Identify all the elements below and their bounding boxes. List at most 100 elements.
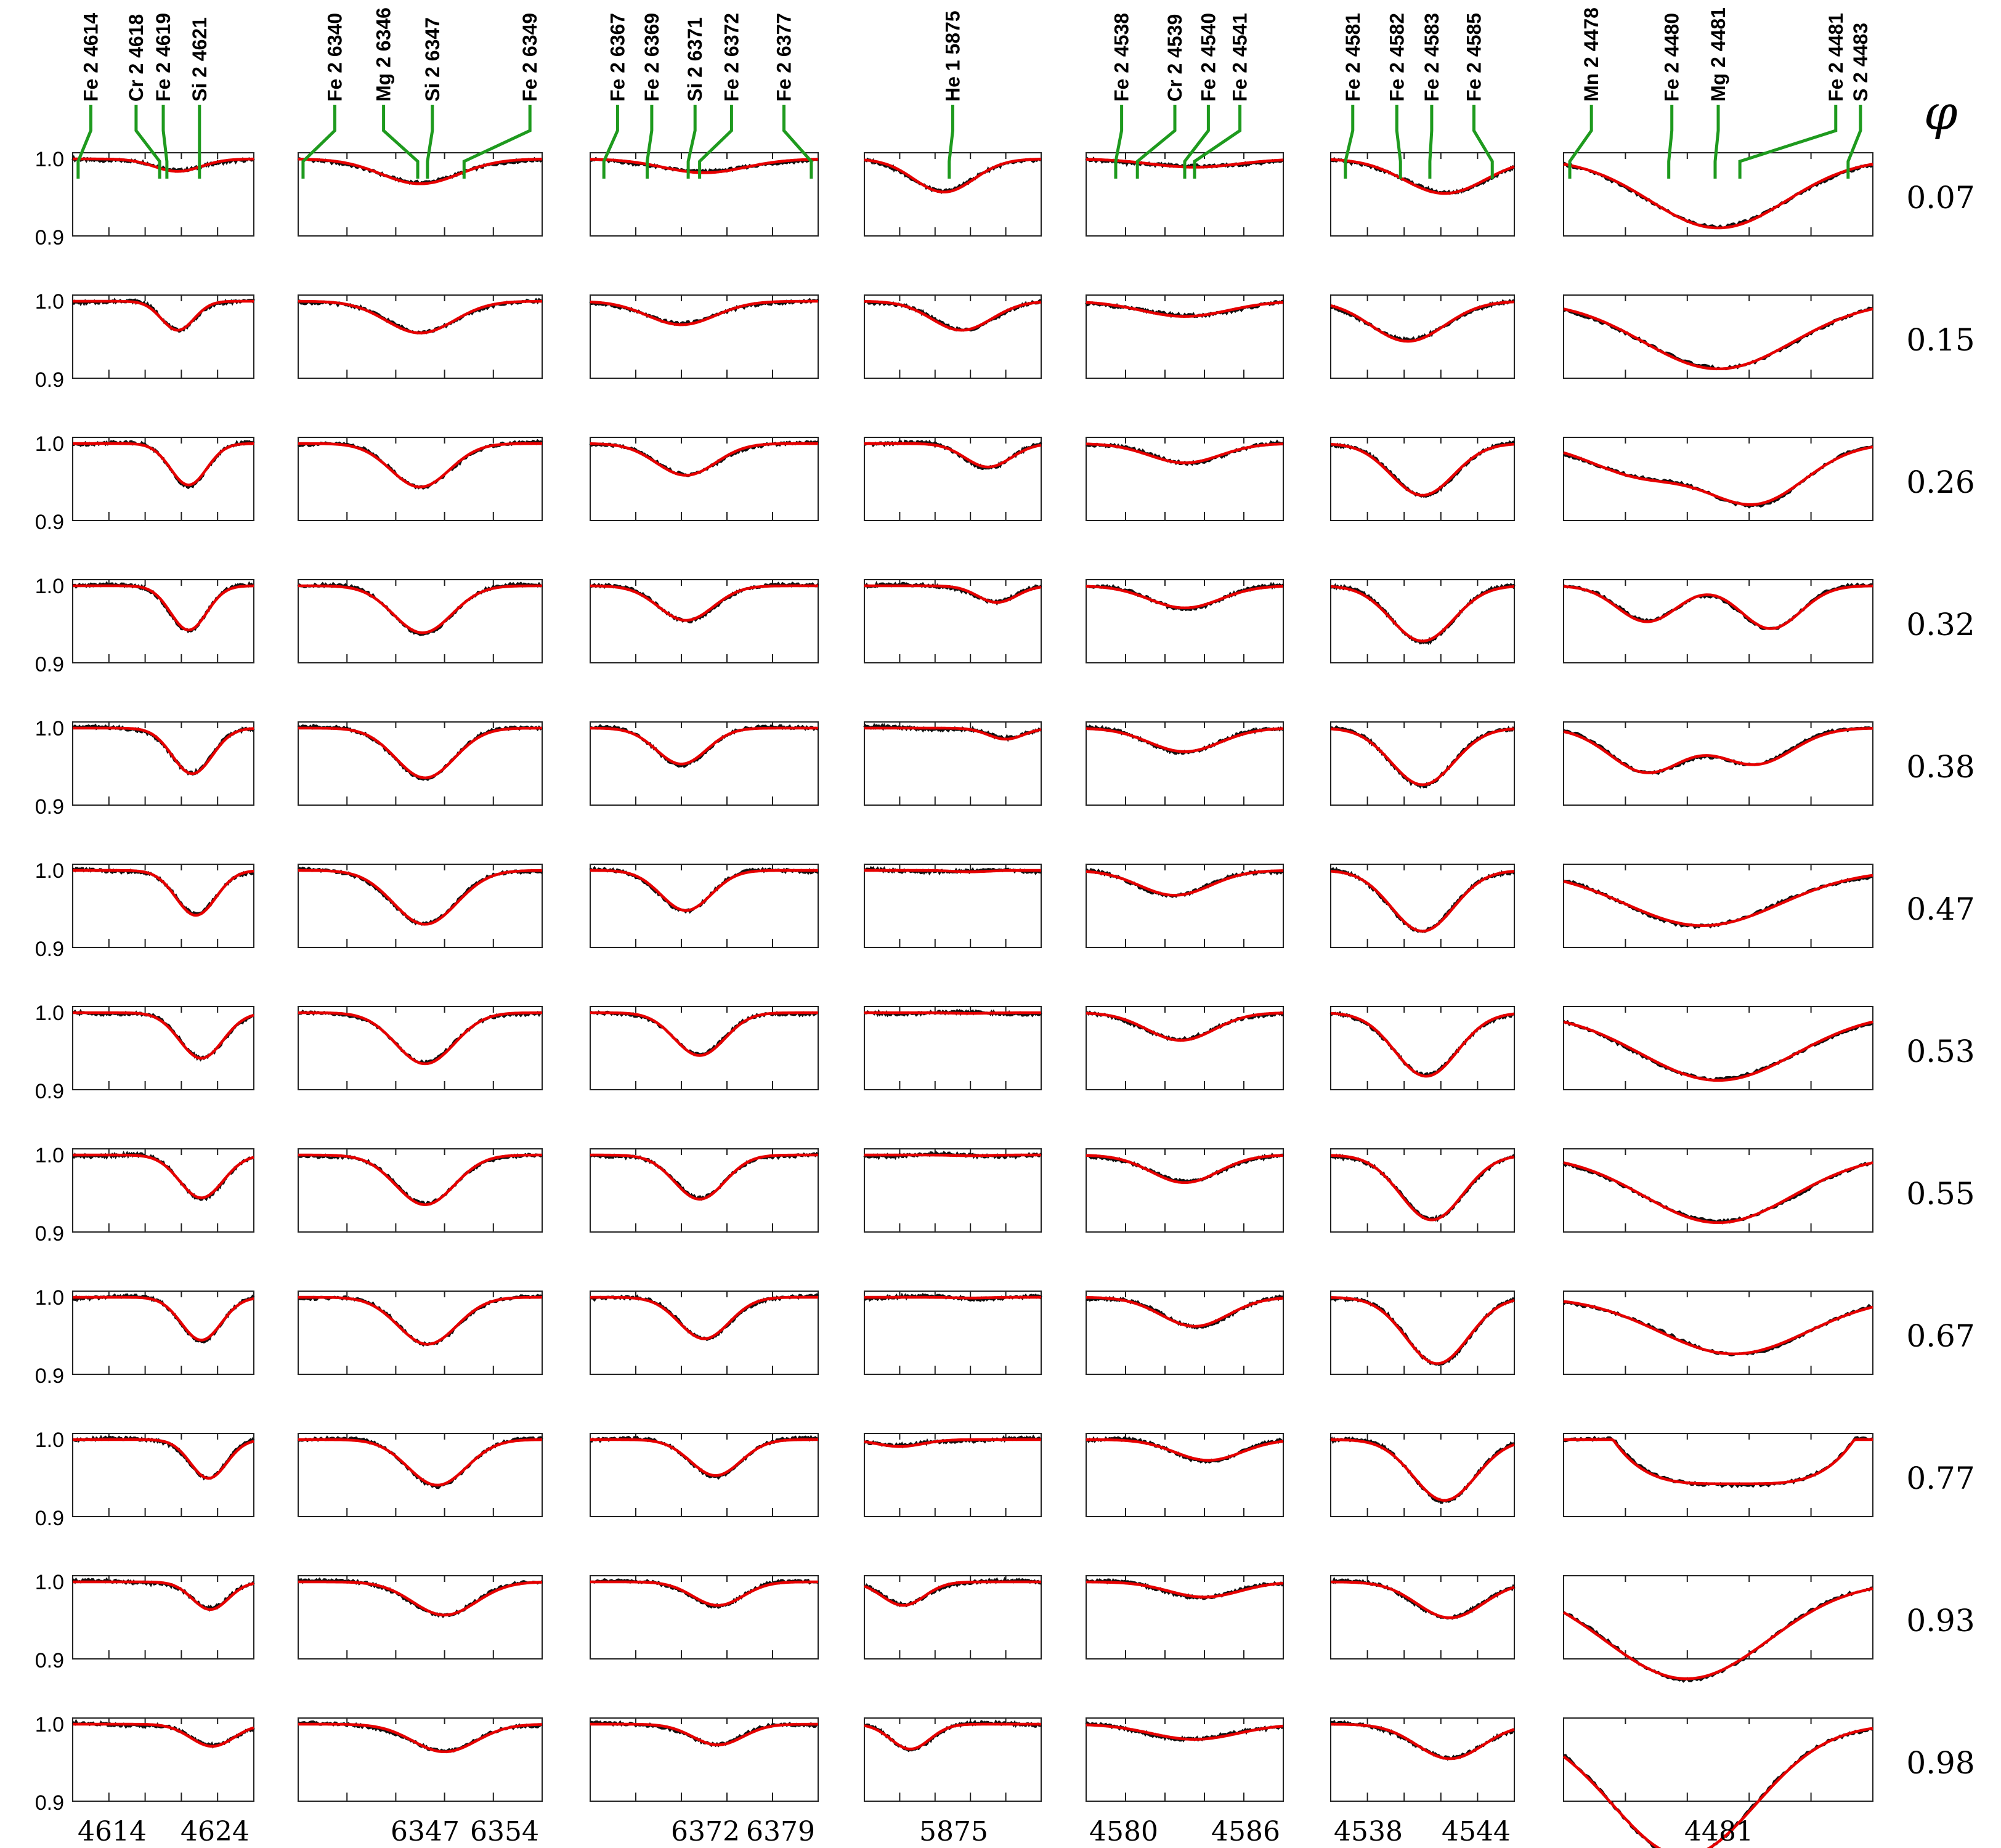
panel-r2-c3 (864, 437, 1042, 521)
panel-r11-c3 (864, 1717, 1042, 1802)
observed-spectrum-line (1562, 1161, 1873, 1225)
panel-frame (72, 1291, 254, 1375)
model-spectrum-line (590, 584, 818, 622)
panel-r1-c4 (1085, 294, 1284, 379)
phase-label: 0.38 (1906, 749, 1975, 785)
line-id-label: Mn 2 4478 (1580, 7, 1602, 102)
panel-r6-c1 (297, 1006, 543, 1090)
panel-frame (590, 294, 819, 379)
line-marker: Fe 2 6367 (602, 13, 628, 179)
line-id-label: Fe 2 6349 (519, 13, 541, 102)
line-marker: Fe 2 4540 (1183, 13, 1219, 179)
panel-frame (590, 864, 819, 948)
x-tick-label: 4614 (78, 1816, 147, 1847)
line-id-label: Fe 2 4540 (1197, 13, 1219, 102)
model-spectrum-line (1330, 1296, 1515, 1365)
panel-frame (1330, 437, 1515, 521)
observed-spectrum-line (72, 297, 255, 333)
line-marker-leader (382, 105, 420, 179)
model-spectrum-line (298, 1153, 542, 1206)
model-spectrum-line (73, 1011, 254, 1060)
panel-r11-c1 (298, 1717, 543, 1802)
phase-label: 0.55 (1906, 1176, 1975, 1212)
line-marker-leader (1667, 105, 1674, 179)
panel-frame (72, 1717, 254, 1802)
line-marker-leader (1344, 105, 1355, 179)
panel-frame (1086, 1148, 1284, 1233)
panel-r8-c2 (589, 1291, 819, 1375)
x-tick-label: 6347 (391, 1816, 460, 1847)
y-tick-label-0-9: 0.9 (35, 511, 64, 534)
observed-spectrum-line (297, 298, 543, 335)
line-marker: He 1 5875 (942, 10, 964, 179)
panel-r11-c6 (1562, 1717, 1873, 1848)
panel-r9-c2 (590, 1433, 819, 1517)
model-spectrum-line (1086, 1296, 1284, 1328)
model-spectrum-line (590, 1580, 818, 1607)
model-spectrum-line (298, 1722, 543, 1754)
panel-r4-c4 (1086, 721, 1284, 806)
model-spectrum-line (73, 1438, 254, 1480)
model-spectrum-line (590, 442, 818, 477)
model-spectrum-line (864, 158, 1041, 194)
observed-spectrum-line (1562, 1019, 1874, 1082)
model-spectrum-line (1331, 1580, 1515, 1619)
model-spectrum-line (73, 726, 254, 776)
observed-spectrum-line (1563, 875, 1873, 930)
line-marker-leader (1183, 105, 1210, 179)
panel-frame (1563, 152, 1873, 237)
panel-frame (1330, 579, 1515, 663)
line-id-label: Fe 2 4541 (1229, 13, 1251, 102)
x-tick-label: 5875 (919, 1816, 988, 1847)
model-spectrum-line (298, 1295, 542, 1346)
panel-r3-c5 (1330, 579, 1516, 663)
panel-r6-c0: 1.0 0.9 (35, 1002, 254, 1103)
panel-r9-c4 (1086, 1433, 1285, 1517)
panel-frame (1563, 1148, 1873, 1233)
panel-r7-c4 (1086, 1148, 1285, 1233)
line-marker: Fe 2 4481 (1738, 13, 1847, 179)
y-tick-label-1-0: 1.0 (35, 432, 64, 456)
model-spectrum-line (864, 1580, 1041, 1607)
model-spectrum-line (1086, 1580, 1284, 1599)
y-tick-label-0-9: 0.9 (35, 1222, 64, 1246)
panel-frame (1086, 294, 1284, 379)
panel-frame (864, 1433, 1042, 1517)
model-spectrum-line (590, 158, 818, 174)
line-marker-leader (462, 105, 532, 179)
model-spectrum-line (73, 1153, 254, 1199)
line-id-label: Mg 2 4481 (1707, 7, 1729, 102)
panel-r9-c0: 1.0 0.9 (35, 1429, 255, 1530)
panel-r4-c5 (1330, 721, 1516, 806)
phase-label: 0.15 (1906, 322, 1975, 358)
observed-spectrum-line (297, 1009, 543, 1066)
panel-frame (298, 1148, 543, 1233)
model-spectrum-line (864, 726, 1042, 741)
observed-spectrum-line (1562, 1586, 1873, 1683)
panel-frame (1330, 1006, 1515, 1090)
panel-frame (1086, 1717, 1284, 1802)
panel-frame (590, 152, 819, 237)
panel-r1-c2 (589, 294, 819, 379)
panel-frame (864, 1148, 1042, 1233)
line-marker-leader (1713, 105, 1720, 179)
panel-frame (72, 721, 254, 806)
model-spectrum-line (73, 442, 254, 487)
panel-frame (864, 1575, 1042, 1660)
y-tick-label-0-9: 0.9 (35, 653, 64, 676)
model-spectrum-line (1330, 727, 1515, 787)
line-id-label: Cr 2 4618 (125, 14, 147, 102)
panel-frame (1086, 721, 1284, 806)
y-tick-label-1-0: 1.0 (35, 717, 64, 740)
y-tick-label-1-0: 1.0 (35, 859, 64, 883)
line-id-label: Fe 2 4481 (1825, 13, 1847, 102)
model-spectrum-line (73, 584, 254, 631)
model-spectrum-line (864, 1153, 1041, 1157)
observed-spectrum-line (1329, 1436, 1516, 1504)
panel-r5-c6 (1563, 864, 1873, 948)
model-spectrum-line (1563, 1161, 1873, 1225)
line-marker: Si 2 6371 (684, 17, 706, 179)
line-marker-leader (646, 105, 654, 179)
panel-frame (72, 1006, 254, 1090)
panel-frame (1086, 152, 1284, 237)
